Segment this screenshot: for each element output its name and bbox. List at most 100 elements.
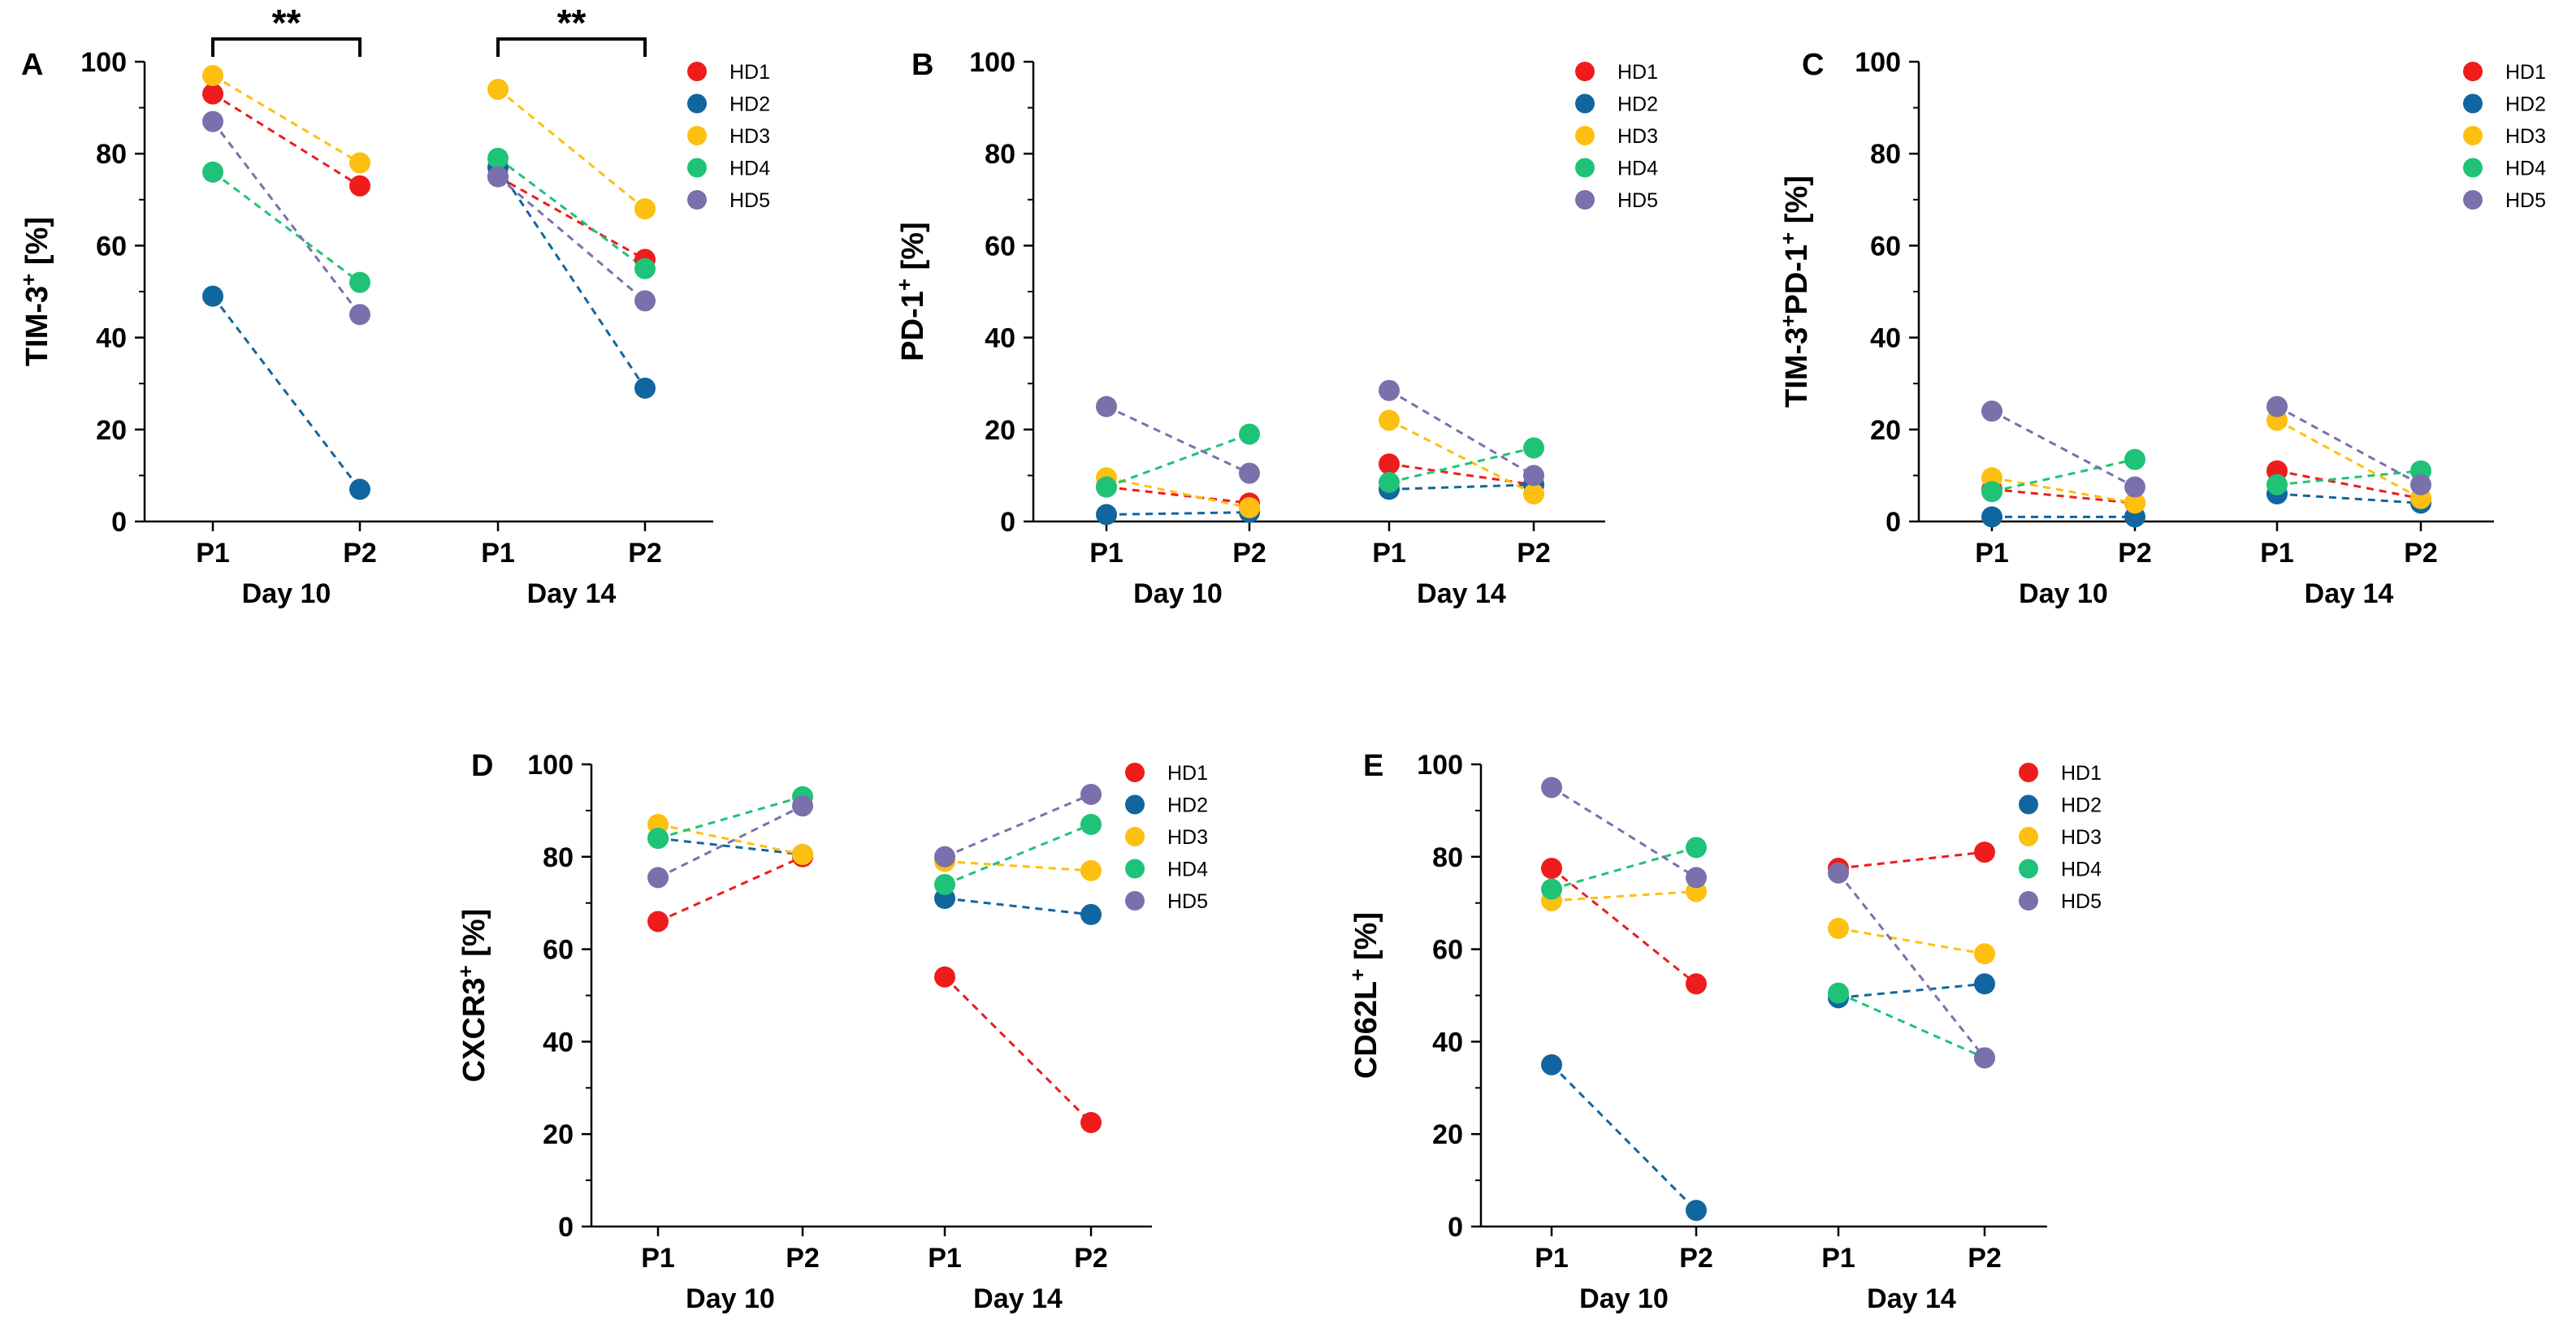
y-axis-title-part: TIM-3 [20,286,54,366]
panel-letter: E [1363,749,1383,783]
data-point-hd1 [1379,453,1400,475]
data-point-hd5 [1239,462,1260,484]
series-line-hd4 [1106,433,1250,488]
data-point-hd3 [792,843,813,865]
legend-marker-hd4 [687,158,707,178]
data-point-hd3 [349,152,370,174]
series-line-hd1 [1106,486,1250,504]
legend-marker-hd1 [2463,62,2483,81]
data-point-hd5 [202,110,223,132]
data-point-hd4 [647,828,669,850]
legend-label: HD2 [1617,93,1658,116]
data-point-hd5 [792,795,813,817]
x-tick-label: P2 [628,538,662,569]
panel-letter: A [21,48,43,82]
legend-label: HD1 [1617,61,1658,84]
x-tick-label: P1 [481,538,515,569]
series-line-hd2 [496,167,647,389]
y-tick-label: 60 [1432,935,1463,966]
y-axis-title-sup: + [453,965,478,977]
panel-d: D 0 20 40 60 80 100 P1 P2 P1 P2 Day 10 Day 14 CXCR3+ … [453,749,1208,1314]
data-point-hd4 [934,873,955,895]
x-tick-label: P1 [1535,1243,1569,1274]
y-tick-label: 40 [1432,1027,1463,1058]
x-tick-label: P1 [196,538,230,569]
y-axis-title-part: [%] [896,222,930,279]
data-point-hd2 [1974,973,1995,995]
data-point-hd1 [349,175,370,197]
data-point-hd5 [1523,465,1544,487]
series-line-hd5 [1388,389,1535,477]
y-tick-label: 0 [558,1212,574,1243]
legend-marker-hd1 [1575,62,1595,81]
significance-label: ** [557,2,587,44]
x-tick-label: P2 [1679,1243,1713,1274]
legend-marker-hd2 [1575,93,1595,114]
series-line-hd2 [1550,1063,1698,1212]
data-point-hd3 [2124,492,2145,514]
series-line-hd3 [212,74,361,164]
legend-marker-hd5 [1125,891,1145,911]
data-point-hd3 [202,64,223,86]
y-axis-title: CD62L+ [%] [1345,912,1383,1079]
significance-label: ** [272,2,301,44]
data-point-hd4 [1541,878,1562,900]
series-line-hd1 [1991,487,2136,504]
y-axis-title-part: [%] [1349,912,1383,969]
series-line-hd3 [944,859,1092,872]
y-tick-label: 100 [1855,47,1901,78]
panel-b: B 0 20 40 60 80 100 P1 P2 P1 P2 Day 10 Day 14 PD-1+ [… [892,47,1658,609]
series-line-hd5 [1551,786,1697,879]
x-tick-label: P2 [2404,538,2438,569]
data-point-hd3 [1974,943,1995,965]
data-point-hd4 [1379,471,1400,493]
data-point-hd4 [2266,474,2288,495]
y-tick-label: 0 [1000,507,1015,538]
legend-label: HD2 [1167,794,1208,817]
series-line-hd4 [1388,446,1535,484]
y-tick-label: 0 [1885,507,1901,538]
series-line-hd4 [1991,458,2136,493]
series-line-hd3 [1106,476,1250,509]
panel-a: A 0 20 40 60 80 100 P1 P2 P1 P2 Day 10 Day 14 TIM-3+ … [16,2,770,609]
significance-bracket [211,37,362,57]
data-point-hd1 [1974,842,1995,863]
x-tick-label: P1 [641,1243,675,1274]
y-tick-label: 80 [543,842,574,873]
y-axis-title-part: PD-1 [1780,244,1814,315]
series-line-hd1 [497,175,646,261]
series-line-hd3 [657,823,803,856]
series-line-hd3 [2276,419,2422,500]
data-point-hd3 [1379,409,1400,431]
series-line-hd3 [1838,927,1985,955]
x-tick-label: P1 [1975,538,2009,569]
data-point-hd5 [2266,396,2288,418]
series-line-hd1 [657,855,803,923]
y-axis-title-part: CD62L [1349,981,1383,1079]
y-axis-title-sup: + [1345,969,1370,981]
data-point-hd5 [1096,396,1117,418]
y-axis-title-sup: + [1776,232,1800,244]
y-axis-title-sup: + [16,274,41,286]
data-point-hd5 [1974,1047,1995,1069]
y-tick-label: 60 [543,935,574,966]
panel-letter: D [471,749,493,783]
data-point-hd1 [202,83,223,105]
legend-label: HD1 [730,61,770,84]
series-line-hd5 [1837,872,1986,1059]
y-axis-title: PD-1+ [%] [892,222,930,361]
panel-e: E 0 20 40 60 80 100 P1 P2 P1 P2 Day 10 Day 14 CD62L+ … [1345,749,2102,1314]
x-tick-label: P1 [1821,1243,1855,1274]
panel-letter: C [1802,48,1824,82]
series-line-hd5 [657,804,803,879]
series-line-hd1 [1838,850,1985,870]
series-line-hd1 [1551,867,1697,985]
data-point-hd5 [1541,777,1562,798]
series-line-hd4 [2276,469,2422,487]
y-tick-label: 20 [543,1119,574,1150]
data-point-hd3 [487,78,509,100]
legend-marker-hd3 [687,126,707,145]
x-tick-label: P2 [786,1243,820,1274]
data-point-hd2 [1541,1054,1562,1075]
legend-label: HD4 [2061,859,2102,881]
